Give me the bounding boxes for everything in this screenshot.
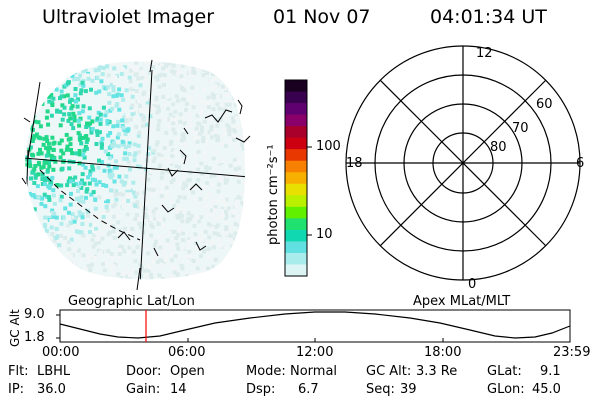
colorbar-band [285,126,307,139]
observation-time: 04:01:34 UT [430,6,547,28]
gc-alt-axis-label: GC Alt [8,309,22,347]
altitude-chart [56,309,571,343]
colorbar-band [285,80,307,93]
mlt-label-0: 0 [468,277,477,292]
door-value: Open [170,364,205,379]
colorbar-band [285,206,307,219]
colorbar-band [285,160,307,173]
colorbar-tick-100: 100 [316,139,341,154]
dsp-label: Dsp: [246,382,276,397]
mode-label: Mode: [246,364,286,379]
colorbar [284,79,312,277]
lat-label-60: 60 [536,97,553,112]
colorbar-band [285,149,307,162]
gc-alt-value: 3.3 Re [416,364,458,379]
seq-value: 39 [400,382,417,397]
colorbar-band [285,229,307,243]
time-tick-0000: 00:00 [42,345,80,360]
flt-label: Flt: [8,364,29,379]
colorbar-band [285,195,307,208]
flt-value: LBHL [37,364,71,379]
geographic-lat-lon-title: Geographic Lat/Lon [68,294,195,309]
coastline-outlines [21,99,251,257]
instrument-title: Ultraviolet Imager [42,6,215,28]
polar-plot [345,45,581,281]
ip-label: IP: [8,382,25,397]
mlt-label-6: 6 [576,156,585,171]
glon-value: 45.0 [532,382,561,397]
time-tick-1200: 12:00 [296,345,334,360]
seq-label: Seq: [366,382,395,397]
dsp-value: 6.7 [298,382,319,397]
mode-value: Normal [290,364,338,379]
colorbar-tick-10: 10 [316,227,333,242]
mlt-label-18: 18 [346,156,363,171]
lat-label-70: 70 [512,121,529,136]
door-label: Door: [126,364,162,379]
gain-value: 14 [170,382,187,397]
alt-tick-1-8: 1.8 [24,330,45,345]
header-bar: Ultraviolet Imager 01 Nov 07 04:01:34 UT [0,0,600,34]
polar-diagonal-2 [379,79,547,247]
colorbar-band [285,218,307,231]
ip-value: 36.0 [37,382,66,397]
colorbar-band [285,264,307,277]
colorbar-band [285,252,307,266]
alt-tick-9-0: 9.0 [24,307,45,322]
colorbar-band [285,114,307,127]
glat-label: GLat: [487,364,522,379]
colorbar-band [285,103,307,116]
gain-label: Gain: [126,382,161,397]
lat-label-80: 80 [490,140,507,155]
colorbar-unit-label: photon cm⁻²s⁻¹ [266,144,281,245]
observation-date: 01 Nov 07 [273,6,371,28]
glat-value: 9.1 [540,364,561,379]
apex-mlat-mlt-title: Apex MLat/MLT [413,294,511,309]
glon-label: GLon: [487,382,525,397]
colorbar-band [285,183,307,196]
mlt-label-12: 12 [476,46,493,61]
uv-image [21,59,251,291]
colorbar-band [285,241,307,254]
time-tick-2359: 23:59 [553,345,591,360]
colorbar-band [285,91,307,104]
colorbar-band [285,137,307,150]
time-tick-1800: 18:00 [424,345,462,360]
time-tick-0600: 06:00 [168,345,206,360]
gc-alt-label: GC Alt: [366,364,412,379]
altitude-curve [59,311,571,339]
colorbar-band [285,172,307,185]
